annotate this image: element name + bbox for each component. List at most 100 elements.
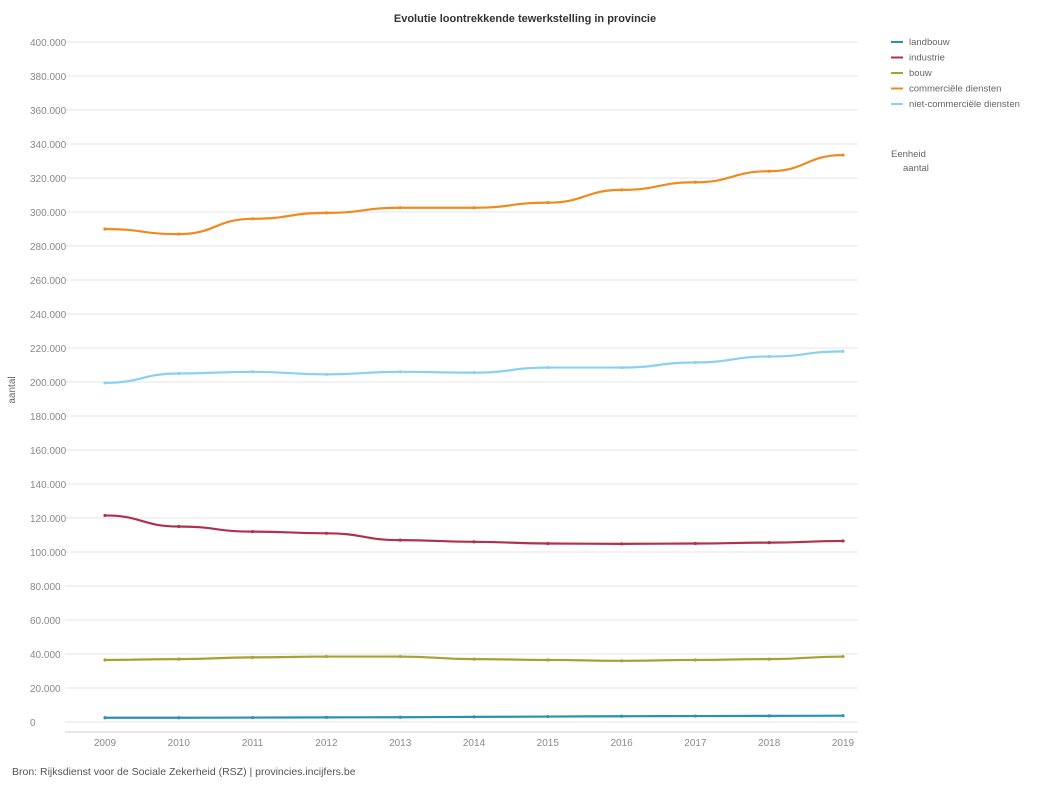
y-axis-label: aantal xyxy=(7,376,18,403)
data-point xyxy=(767,657,771,661)
data-point xyxy=(398,370,402,374)
data-point xyxy=(546,541,550,546)
data-point xyxy=(620,542,624,546)
data-point xyxy=(693,541,698,546)
data-point xyxy=(841,654,845,659)
legend: landbouw industrie bouw commerciële dienste… xyxy=(891,37,1020,110)
series-line-commerci-le-diensten xyxy=(103,153,845,236)
y-tick-label: 220.000 xyxy=(30,344,67,355)
data-point xyxy=(693,714,698,718)
x-tick-label: 2019 xyxy=(832,738,855,749)
y-tick-label: 100.000 xyxy=(30,548,67,559)
data-point xyxy=(620,365,624,370)
legend-label: commerciële diensten xyxy=(909,84,1001,95)
data-point xyxy=(251,217,255,221)
data-point xyxy=(398,206,402,210)
data-point xyxy=(324,372,328,376)
data-point xyxy=(767,354,771,359)
data-point xyxy=(177,657,181,661)
data-point xyxy=(398,538,402,542)
legend-unit-item: aantal xyxy=(903,163,929,174)
data-point xyxy=(103,658,107,662)
data-point xyxy=(177,716,181,720)
data-point xyxy=(398,654,402,659)
data-point xyxy=(841,153,845,157)
data-point xyxy=(324,211,328,215)
y-tick-label: 40.000 xyxy=(30,650,61,661)
y-tick-label: 400.000 xyxy=(30,38,67,49)
x-tick-label: 2009 xyxy=(94,738,117,749)
y-tick-label: 140.000 xyxy=(30,480,67,491)
data-point xyxy=(472,715,476,719)
legend-heading: Eenheid xyxy=(891,149,926,160)
chart-title: Evolutie loontrekkende tewerkstelling in… xyxy=(394,13,656,25)
y-tick-label: 280.000 xyxy=(30,242,67,253)
data-point xyxy=(767,541,771,545)
y-tick-label: 60.000 xyxy=(30,616,61,627)
data-point xyxy=(177,371,181,376)
y-tick-label: 80.000 xyxy=(30,582,61,593)
data-point xyxy=(398,715,402,719)
x-tick-label: 2010 xyxy=(168,738,191,749)
y-tick-label: 180.000 xyxy=(30,412,67,423)
x-tick-label: 2018 xyxy=(758,738,781,749)
series-line-industrie xyxy=(103,514,845,545)
x-tick-label: 2014 xyxy=(463,738,486,749)
data-point xyxy=(103,381,107,385)
data-point xyxy=(767,169,771,173)
x-tick-label: 2016 xyxy=(610,738,633,749)
x-tick-label: 2013 xyxy=(389,738,412,749)
data-point xyxy=(472,540,476,544)
data-point xyxy=(620,188,624,192)
y-tick-label: 200.000 xyxy=(30,378,67,389)
data-point xyxy=(251,370,255,374)
data-point xyxy=(841,349,845,353)
y-tick-label: 300.000 xyxy=(30,208,67,219)
data-point xyxy=(472,657,476,661)
y-tick-label: 380.000 xyxy=(30,72,67,83)
data-point xyxy=(324,715,328,720)
source-note: Bron: Rijksdienst voor de Sociale Zekerh… xyxy=(12,766,356,778)
x-axis-ticks: 2009 2010 2011 2012 2013 2014 2015 2016 2017 2018… xyxy=(94,738,855,749)
x-tick-label: 2015 xyxy=(537,738,560,749)
data-point xyxy=(546,714,550,719)
legend-label: bouw xyxy=(909,68,932,79)
data-point xyxy=(472,206,476,210)
data-point xyxy=(620,714,624,718)
legend-label: niet-commerciële diensten xyxy=(909,99,1020,110)
data-point xyxy=(103,513,107,518)
data-point xyxy=(251,530,255,534)
data-point xyxy=(841,539,845,543)
data-point xyxy=(546,201,550,205)
y-tick-label: 120.000 xyxy=(30,514,67,525)
data-point xyxy=(103,227,107,231)
series-line-niet-commerci-le-diensten xyxy=(103,350,845,384)
data-point xyxy=(472,371,476,375)
y-tick-label: 260.000 xyxy=(30,276,67,287)
data-point xyxy=(841,714,845,718)
data-point xyxy=(620,659,624,663)
x-tick-label: 2011 xyxy=(242,738,264,749)
series-lines xyxy=(103,153,845,720)
y-tick-label: 20.000 xyxy=(30,684,61,695)
y-tick-label: 240.000 xyxy=(30,310,67,321)
data-point xyxy=(546,365,550,370)
y-tick-label: 360.000 xyxy=(30,106,67,117)
data-point xyxy=(767,714,771,718)
y-axis-ticks: 0 20.000 40.000 60.000 80.000 100.000 120.000 1… xyxy=(30,38,67,729)
data-point xyxy=(177,524,181,529)
data-point xyxy=(693,360,698,365)
y-tick-label: 340.000 xyxy=(30,140,67,151)
y-tick-label: 320.000 xyxy=(30,174,67,185)
x-tick-label: 2017 xyxy=(684,738,707,749)
data-point xyxy=(103,716,107,720)
data-point xyxy=(693,180,698,184)
data-point xyxy=(546,658,550,662)
data-point xyxy=(693,658,698,662)
x-tick-label: 2012 xyxy=(315,738,338,749)
data-point xyxy=(324,654,328,659)
y-tick-label: 160.000 xyxy=(30,446,67,457)
legend-label: landbouw xyxy=(909,37,950,48)
data-point xyxy=(324,531,328,535)
